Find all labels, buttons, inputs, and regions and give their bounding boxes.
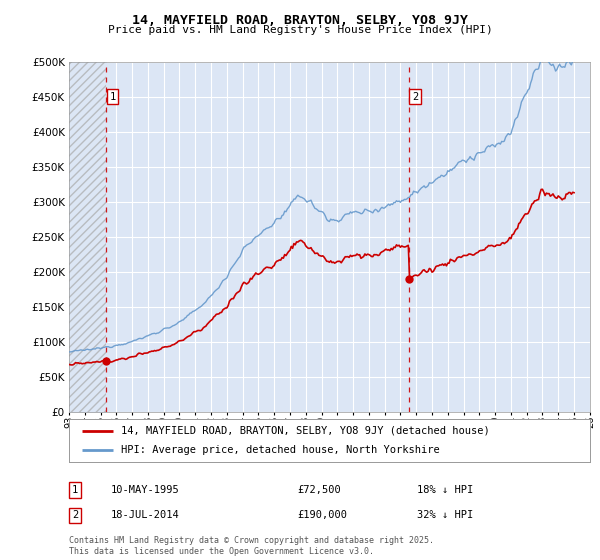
Text: 2: 2 [72, 510, 78, 520]
Text: £72,500: £72,500 [297, 485, 341, 495]
Text: 1: 1 [109, 92, 116, 101]
Text: 10-MAY-1995: 10-MAY-1995 [111, 485, 180, 495]
Text: 1: 1 [72, 485, 78, 495]
Bar [69, 62, 106, 412]
Text: Contains HM Land Registry data © Crown copyright and database right 2025.
This d: Contains HM Land Registry data © Crown c… [69, 536, 434, 556]
Text: HPI: Average price, detached house, North Yorkshire: HPI: Average price, detached house, Nort… [121, 445, 440, 455]
Text: 14, MAYFIELD ROAD, BRAYTON, SELBY, YO8 9JY (detached house): 14, MAYFIELD ROAD, BRAYTON, SELBY, YO8 9… [121, 426, 490, 436]
Text: £190,000: £190,000 [297, 510, 347, 520]
Text: 2: 2 [412, 92, 418, 101]
Text: Price paid vs. HM Land Registry's House Price Index (HPI): Price paid vs. HM Land Registry's House … [107, 25, 493, 35]
Text: 18% ↓ HPI: 18% ↓ HPI [417, 485, 473, 495]
Text: 32% ↓ HPI: 32% ↓ HPI [417, 510, 473, 520]
Text: 18-JUL-2014: 18-JUL-2014 [111, 510, 180, 520]
Text: 14, MAYFIELD ROAD, BRAYTON, SELBY, YO8 9JY: 14, MAYFIELD ROAD, BRAYTON, SELBY, YO8 9… [132, 14, 468, 27]
